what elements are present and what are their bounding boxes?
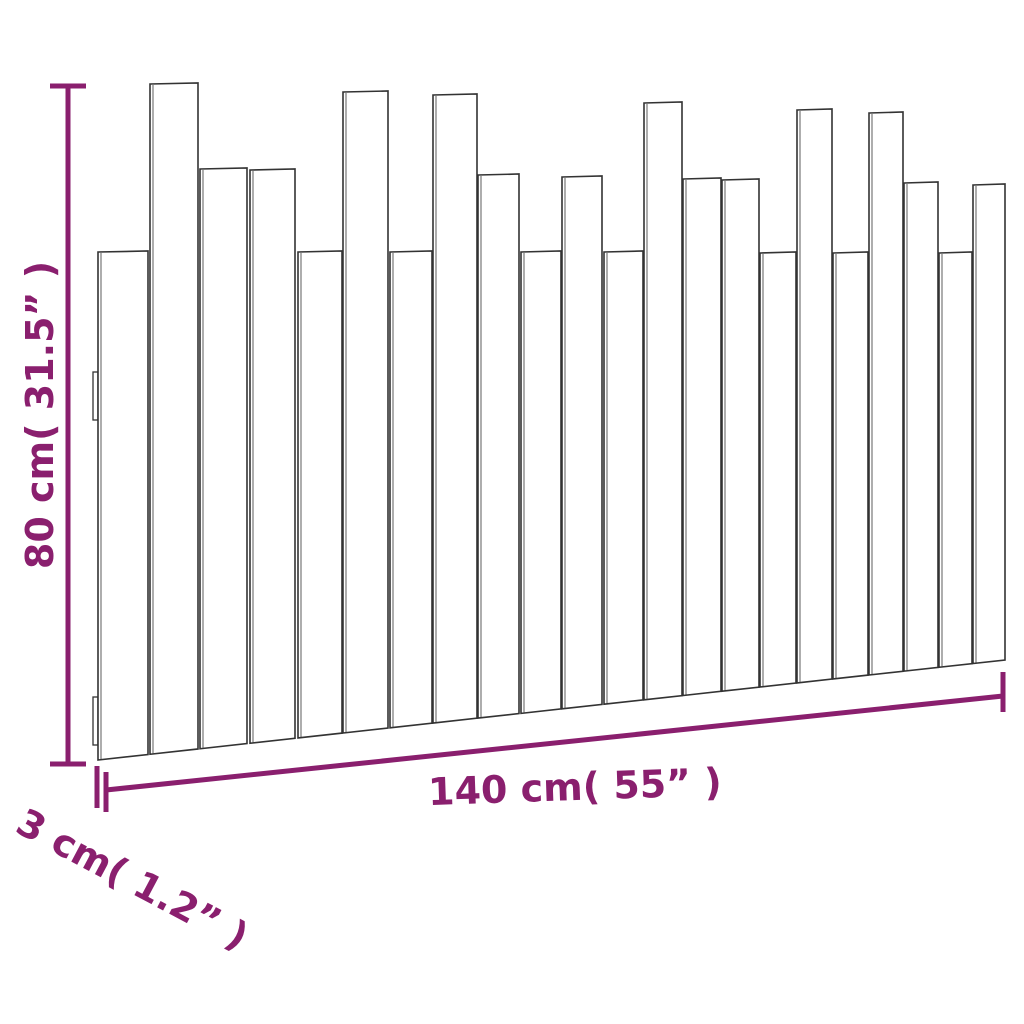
slat [603,250,644,706]
slat [796,108,833,684]
slat [643,101,683,701]
slat [149,82,199,756]
slat [520,250,562,715]
slat [682,177,722,697]
slat [868,111,904,676]
slat [832,251,869,680]
slat [938,251,973,669]
dimension-lines [50,83,1006,812]
headboard-slats [92,82,1006,761]
height-label: 80 cm( 31.5” ) [18,260,62,570]
slat [972,183,1006,665]
slat [477,173,520,719]
slat [199,167,248,750]
slat [249,168,296,745]
slat [297,250,343,739]
slat [759,251,797,688]
slat [97,250,149,761]
slat [342,90,389,734]
slat [561,175,603,710]
slat [721,178,760,693]
width-dimension-line [105,693,1004,793]
slat [903,181,939,673]
slat [432,93,478,724]
slat [389,250,433,729]
